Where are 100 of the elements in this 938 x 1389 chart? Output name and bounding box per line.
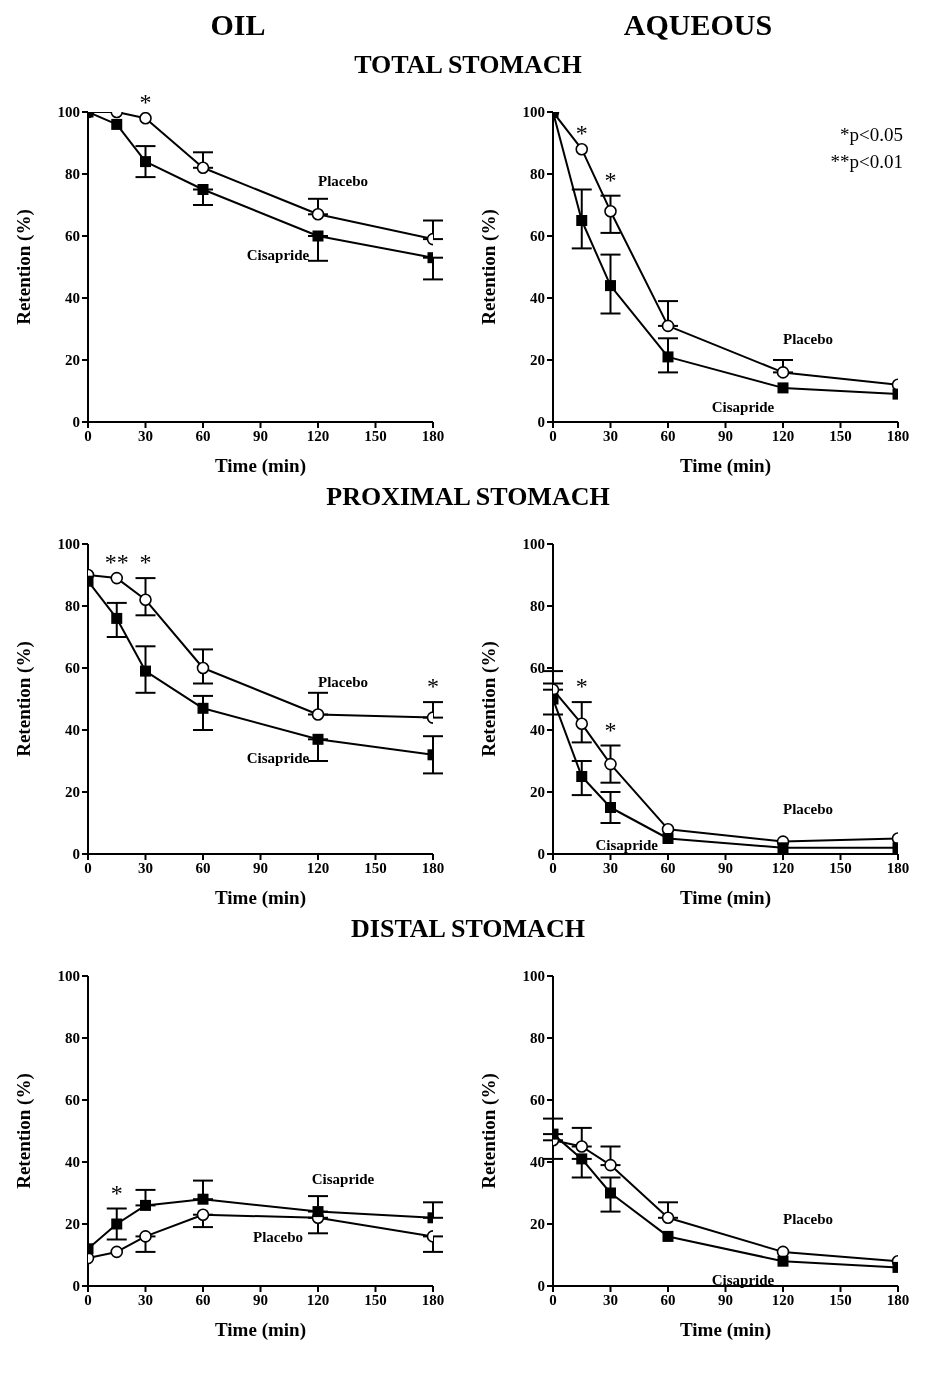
y-tick-label: 40: [530, 722, 545, 739]
annotation: *: [427, 673, 439, 700]
series-label: Cisapride: [246, 750, 310, 767]
y-tick-label: 20: [65, 352, 80, 369]
series-label: Placebo: [253, 1228, 303, 1245]
x-axis-title: Time (min): [215, 455, 306, 477]
point: [605, 280, 616, 292]
annotation: **: [104, 549, 129, 576]
x-tick-label: 180: [421, 859, 445, 876]
point: [604, 757, 617, 771]
chart-title: DISTAL STOMACH: [350, 914, 586, 945]
x-axis-title: Time (min): [680, 1319, 771, 1341]
y-axis-title: Retention (%): [477, 209, 500, 325]
point: [777, 1255, 789, 1267]
x-tick-label: 0: [84, 1291, 92, 1308]
point: [111, 1218, 123, 1230]
y-tick-label: 80: [530, 166, 545, 183]
x-tick-label: 60: [660, 859, 676, 876]
y-tick-label: 100: [522, 968, 545, 985]
point: [196, 661, 210, 675]
point: [777, 842, 789, 854]
point: [312, 230, 324, 242]
chart-title: TOTAL STOMACH: [353, 50, 583, 81]
x-tick-label: 90: [718, 427, 733, 444]
chart-title: PROXIMAL STOMACH: [325, 482, 611, 513]
x-tick-label: 60: [195, 1291, 211, 1308]
y-axis-title: Retention (%): [12, 641, 35, 757]
point: [575, 717, 589, 731]
point: [311, 708, 325, 721]
series-label: Placebo: [783, 800, 833, 817]
x-tick-label: 150: [364, 859, 387, 876]
series-label: Placebo: [783, 1210, 833, 1227]
x-tick-label: 0: [84, 427, 92, 444]
x-tick-label: 180: [886, 427, 910, 444]
x-tick-label: 60: [195, 859, 211, 876]
x-tick-label: 90: [718, 1291, 733, 1308]
x-tick-label: 60: [660, 427, 676, 444]
y-tick-label: 0: [72, 414, 80, 431]
x-axis-title: Time (min): [680, 887, 771, 909]
annotation: *: [139, 89, 152, 116]
point: [196, 161, 210, 175]
y-axis-title: Retention (%): [12, 209, 35, 325]
x-tick-label: 90: [718, 859, 733, 876]
point: [140, 665, 151, 677]
x-tick-label: 90: [253, 427, 268, 444]
y-tick-label: 20: [530, 784, 545, 801]
point: [110, 1245, 124, 1259]
y-tick-label: 60: [65, 228, 80, 245]
y-tick-label: 60: [65, 1092, 80, 1109]
x-tick-label: 90: [253, 1291, 268, 1308]
x-tick-label: 0: [549, 427, 557, 444]
x-tick-label: 150: [829, 427, 852, 444]
point: [140, 1199, 151, 1211]
x-tick-label: 120: [771, 427, 795, 444]
point: [311, 208, 325, 221]
point: [661, 1211, 675, 1225]
x-tick-label: 180: [421, 1291, 445, 1308]
series-label: Placebo: [783, 331, 833, 348]
x-tick-label: 60: [195, 427, 211, 444]
y-tick-label: 40: [530, 1154, 545, 1171]
x-tick-label: 60: [660, 1291, 676, 1308]
point: [576, 215, 588, 226]
point: [111, 118, 123, 130]
x-tick-label: 120: [771, 859, 795, 876]
y-tick-label: 100: [57, 536, 80, 553]
y-tick-label: 20: [530, 352, 545, 369]
y-tick-label: 100: [522, 536, 545, 553]
y-tick-label: 60: [65, 660, 80, 677]
point: [139, 593, 152, 607]
point: [576, 771, 588, 782]
point: [662, 351, 674, 363]
chart-subtitle: AQUEOUS: [622, 8, 774, 43]
x-tick-label: 150: [364, 1291, 387, 1308]
chart-subtitle: OIL: [209, 8, 267, 43]
y-tick-label: 100: [57, 104, 80, 121]
y-tick-label: 20: [65, 1216, 80, 1233]
point: [777, 382, 789, 394]
point: [312, 1206, 324, 1218]
point: [197, 184, 209, 195]
x-tick-label: 0: [549, 1291, 557, 1308]
y-tick-label: 0: [72, 846, 80, 863]
x-tick-label: 120: [771, 1291, 795, 1308]
x-tick-label: 30: [138, 1291, 153, 1308]
y-tick-label: 40: [530, 290, 545, 307]
annotation: *: [575, 120, 588, 147]
annotation: *: [139, 549, 152, 576]
y-tick-label: 60: [530, 228, 545, 245]
x-tick-label: 0: [84, 859, 92, 876]
point: [604, 204, 617, 218]
point: [575, 142, 589, 156]
y-tick-label: 80: [530, 1030, 545, 1047]
point: [604, 1158, 617, 1172]
x-tick-label: 30: [603, 427, 618, 444]
point: [197, 1193, 209, 1205]
y-tick-label: 0: [537, 846, 545, 863]
point: [110, 571, 124, 585]
x-tick-label: 30: [603, 859, 618, 876]
series-label: Placebo: [318, 173, 368, 190]
annotation: *: [604, 166, 617, 193]
series-label: Cisapride: [311, 1170, 375, 1187]
